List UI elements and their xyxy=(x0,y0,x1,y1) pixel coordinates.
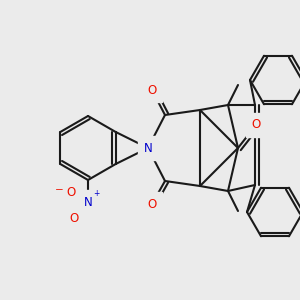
Text: O: O xyxy=(66,185,76,199)
Text: O: O xyxy=(147,83,157,97)
Text: O: O xyxy=(69,212,79,224)
Text: O: O xyxy=(251,118,261,131)
Text: N: N xyxy=(144,142,152,154)
Text: +: + xyxy=(93,189,99,198)
Text: O: O xyxy=(147,197,157,211)
Text: N: N xyxy=(84,196,92,208)
Text: −: − xyxy=(55,185,64,195)
